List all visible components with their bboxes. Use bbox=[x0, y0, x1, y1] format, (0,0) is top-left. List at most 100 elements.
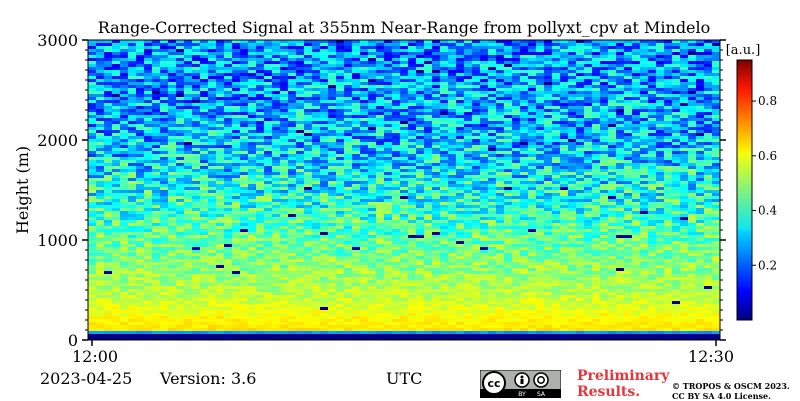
heatmap-cell bbox=[552, 118, 560, 121]
heatmap-cell bbox=[152, 196, 160, 199]
heatmap-cell bbox=[176, 208, 184, 211]
heatmap-cell bbox=[320, 67, 328, 70]
heatmap-cell bbox=[208, 109, 216, 112]
heatmap-cell bbox=[136, 223, 144, 226]
heatmap-cell bbox=[528, 199, 536, 202]
heatmap-cell bbox=[456, 193, 464, 196]
heatmap-cell bbox=[488, 148, 496, 151]
heatmap-cell bbox=[256, 94, 264, 97]
heatmap-cell bbox=[248, 124, 256, 127]
heatmap-cell bbox=[344, 220, 352, 223]
heatmap-cell bbox=[648, 67, 656, 70]
heatmap-cell bbox=[320, 181, 328, 184]
heatmap-cell bbox=[464, 160, 472, 163]
heatmap-cell bbox=[680, 172, 688, 175]
heatmap-cell bbox=[480, 127, 488, 130]
heatmap-cell bbox=[504, 136, 512, 139]
heatmap-cell bbox=[104, 88, 112, 91]
heatmap-cell bbox=[120, 106, 128, 109]
heatmap-cell bbox=[656, 193, 664, 196]
heatmap-cell bbox=[352, 148, 360, 151]
heatmap-cell bbox=[504, 214, 512, 217]
heatmap-cell bbox=[696, 76, 704, 79]
heatmap-cell bbox=[696, 43, 704, 46]
heatmap-cell bbox=[576, 217, 584, 220]
heatmap-cell bbox=[688, 43, 696, 46]
heatmap-cell bbox=[552, 58, 560, 61]
heatmap-cell bbox=[408, 175, 416, 178]
heatmap-cell bbox=[384, 139, 392, 142]
heatmap-cell bbox=[96, 133, 104, 136]
heatmap-cell bbox=[704, 217, 712, 220]
heatmap-cell bbox=[216, 118, 224, 121]
heatmap-cell bbox=[552, 220, 560, 223]
heatmap-cell bbox=[408, 100, 416, 103]
heatmap-cell bbox=[456, 151, 464, 154]
heatmap-cell bbox=[616, 82, 624, 85]
heatmap-cell bbox=[200, 76, 208, 79]
heatmap-cell bbox=[520, 40, 528, 43]
heatmap-cell bbox=[144, 112, 152, 115]
heatmap-cell bbox=[136, 166, 144, 169]
heatmap-cell bbox=[664, 202, 672, 205]
heatmap-cell bbox=[312, 145, 320, 148]
heatmap-cell bbox=[256, 130, 264, 133]
heatmap-cell bbox=[184, 70, 192, 73]
heatmap-cell bbox=[440, 124, 448, 127]
heatmap-cell bbox=[640, 121, 648, 124]
heatmap-cell bbox=[360, 136, 368, 139]
heatmap-cell bbox=[384, 202, 392, 205]
heatmap-cell bbox=[152, 130, 160, 133]
heatmap-cell bbox=[568, 199, 576, 202]
heatmap-cell bbox=[368, 187, 376, 190]
heatmap-cell bbox=[576, 46, 584, 49]
heatmap-cell bbox=[136, 103, 144, 106]
heatmap-cell bbox=[648, 184, 656, 187]
heatmap-cell bbox=[248, 184, 256, 187]
heatmap-cell bbox=[416, 136, 424, 139]
heatmap-cell bbox=[360, 97, 368, 100]
heatmap-cell bbox=[616, 145, 624, 148]
heatmap-cell bbox=[624, 187, 632, 190]
heatmap-cell bbox=[384, 115, 392, 118]
heatmap-cell bbox=[88, 130, 96, 133]
heatmap-cell bbox=[88, 88, 96, 91]
heatmap-cell bbox=[488, 220, 496, 223]
heatmap-cell bbox=[384, 217, 392, 220]
heatmap-cell bbox=[232, 91, 240, 94]
heatmap-cell bbox=[592, 61, 600, 64]
heatmap-cell bbox=[328, 49, 336, 52]
heatmap-cell bbox=[240, 205, 248, 208]
heatmap-cell bbox=[344, 187, 352, 190]
heatmap-cell bbox=[168, 97, 176, 100]
heatmap-cell bbox=[312, 55, 320, 58]
heatmap-cell bbox=[584, 160, 592, 163]
heatmap-cell bbox=[536, 43, 544, 46]
heatmap-cell bbox=[600, 40, 608, 43]
heatmap-cell bbox=[240, 172, 248, 175]
heatmap-cell bbox=[240, 115, 248, 118]
heatmap-cell bbox=[456, 106, 464, 109]
heatmap-cell bbox=[520, 217, 528, 220]
heatmap-cell bbox=[216, 64, 224, 67]
heatmap-cell bbox=[328, 202, 336, 205]
heatmap-cell bbox=[400, 43, 408, 46]
heatmap-cell bbox=[536, 109, 544, 112]
heatmap-cell bbox=[280, 214, 288, 217]
heatmap-cell bbox=[560, 115, 568, 118]
heatmap-cell bbox=[544, 76, 552, 79]
heatmap-cell bbox=[464, 178, 472, 181]
heatmap-cell bbox=[512, 70, 520, 73]
heatmap-cell bbox=[576, 163, 584, 166]
heatmap-cell bbox=[416, 166, 424, 169]
heatmap-cell bbox=[152, 61, 160, 64]
heatmap-cell bbox=[608, 226, 616, 229]
heatmap-cell bbox=[496, 46, 504, 49]
heatmap-cell bbox=[256, 124, 264, 127]
heatmap-cell bbox=[592, 166, 600, 169]
heatmap-cell bbox=[592, 178, 600, 181]
heatmap-cell bbox=[288, 184, 296, 187]
heatmap-cell bbox=[312, 73, 320, 76]
heatmap-cell bbox=[224, 109, 232, 112]
heatmap-cell bbox=[160, 163, 168, 166]
